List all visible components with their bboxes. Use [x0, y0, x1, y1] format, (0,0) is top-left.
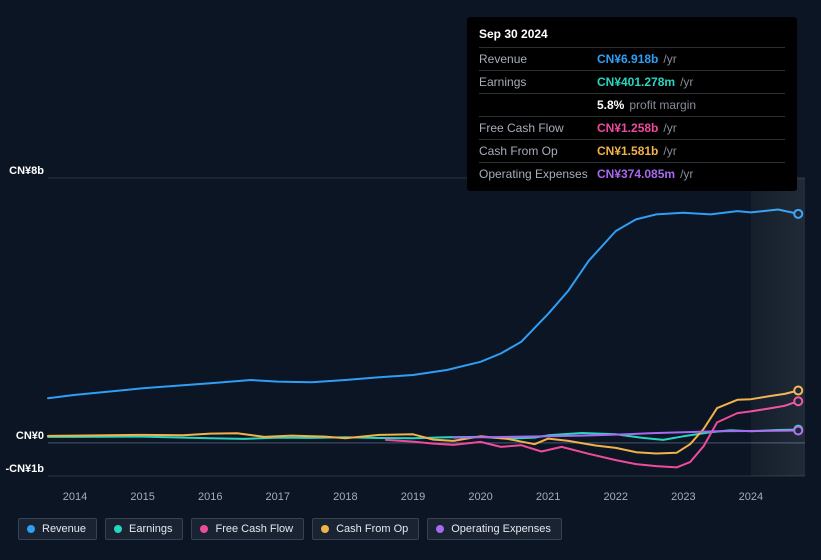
- legend-label: Earnings: [129, 523, 172, 535]
- legend-dot: [27, 525, 35, 533]
- tooltip-row-value: CN¥374.085m: [597, 165, 675, 183]
- legend-item[interactable]: Free Cash Flow: [191, 518, 304, 540]
- legend-dot: [436, 525, 444, 533]
- chart-legend: Revenue Earnings Free Cash Flow Cash From O…: [18, 518, 562, 540]
- tooltip-row: Free Cash FlowCN¥1.258b/yr: [479, 116, 785, 139]
- y-axis-label: -CN¥1b: [4, 463, 44, 475]
- legend-label: Cash From Op: [336, 523, 408, 535]
- x-axis-label: 2022: [604, 491, 628, 503]
- x-axis-label: 2018: [333, 491, 357, 503]
- tooltip-profit-margin-label: profit margin: [629, 96, 696, 114]
- tooltip-row-label: [479, 96, 597, 114]
- tooltip-row-unit: /yr: [680, 73, 693, 91]
- legend-dot: [200, 525, 208, 533]
- tooltip-row-unit: /yr: [663, 142, 676, 160]
- x-axis-label: 2016: [198, 491, 222, 503]
- x-axis-label: 2014: [63, 491, 87, 503]
- tooltip-row-value: CN¥401.278m: [597, 73, 675, 91]
- tooltip-row-label: Revenue: [479, 50, 597, 68]
- tooltip-row-label: Cash From Op: [479, 142, 597, 160]
- y-axis-label: CN¥0: [4, 430, 44, 442]
- tooltip-row-value: CN¥1.581b: [597, 142, 658, 160]
- legend-item[interactable]: Revenue: [18, 518, 97, 540]
- tooltip-row-value: CN¥1.258b: [597, 119, 658, 137]
- x-axis-label: 2020: [468, 491, 492, 503]
- legend-label: Free Cash Flow: [215, 523, 293, 535]
- tooltip-row-unit: /yr: [680, 165, 693, 183]
- legend-item[interactable]: Earnings: [105, 518, 183, 540]
- tooltip-row: Cash From OpCN¥1.581b/yr: [479, 139, 785, 162]
- tooltip-row-label: Operating Expenses: [479, 165, 597, 183]
- legend-item[interactable]: Operating Expenses: [427, 518, 562, 540]
- tooltip-row-unit: /yr: [663, 50, 676, 68]
- x-axis-label: 2017: [266, 491, 290, 503]
- x-axis-label: 2024: [739, 491, 763, 503]
- tooltip-row: Operating ExpensesCN¥374.085m/yr: [479, 162, 785, 185]
- tooltip-row: EarningsCN¥401.278m/yr: [479, 70, 785, 93]
- tooltip-row-label: Free Cash Flow: [479, 119, 597, 137]
- tooltip-date: Sep 30 2024: [479, 25, 785, 47]
- legend-dot: [321, 525, 329, 533]
- tooltip-row-value: CN¥6.918b: [597, 50, 658, 68]
- x-axis-label: 2019: [401, 491, 425, 503]
- tooltip-profit-margin-pct: 5.8%: [597, 96, 624, 114]
- tooltip-row-unit: /yr: [663, 119, 676, 137]
- chart-tooltip: Sep 30 2024 RevenueCN¥6.918b/yrEarningsC…: [467, 17, 797, 191]
- tooltip-row-label: Earnings: [479, 73, 597, 91]
- legend-label: Operating Expenses: [451, 523, 551, 535]
- legend-label: Revenue: [42, 523, 86, 535]
- y-axis-label: CN¥8b: [4, 165, 44, 177]
- x-axis-label: 2023: [671, 491, 695, 503]
- legend-item[interactable]: Cash From Op: [312, 518, 419, 540]
- tooltip-row: RevenueCN¥6.918b/yr: [479, 47, 785, 70]
- x-axis-label: 2021: [536, 491, 560, 503]
- tooltip-row: 5.8% profit margin: [479, 93, 785, 116]
- legend-dot: [114, 525, 122, 533]
- x-axis-label: 2015: [130, 491, 154, 503]
